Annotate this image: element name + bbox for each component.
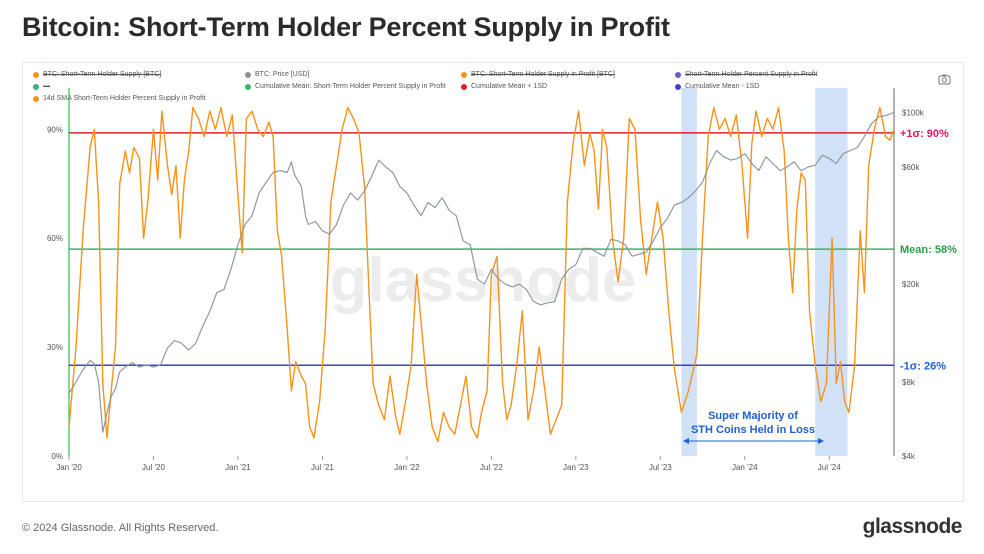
y-right-tick-label: $4k — [902, 452, 916, 461]
annotation-arrowhead-right — [818, 438, 824, 444]
legend-item[interactable]: BTC: Price [USD] — [245, 71, 309, 78]
chart-svg: glassnode 0% 30% 60% 90% $4k $8k $20k $60k $100k J… — [47, 88, 957, 472]
legend-label: Short-Term Holder Percent Supply in Prof… — [685, 71, 818, 78]
legend-swatch — [461, 83, 467, 90]
x-tick-label: Jan '24 — [732, 463, 758, 472]
x-tick-label: Jul '21 — [311, 463, 334, 472]
legend-label: Cumulative Mean + 1SD — [471, 83, 548, 90]
legend-swatch — [461, 71, 467, 78]
x-tick-label: Jan '20 — [56, 463, 82, 472]
x-tick-label: Jul '24 — [818, 463, 841, 472]
y-right-tick-label: $20k — [902, 280, 920, 289]
legend-label: 14d SMA Short-Term Holder Percent Supply… — [43, 95, 206, 102]
x-tick-label: Jan '23 — [563, 463, 589, 472]
legend-label: Cumulative Mean: Short-Term Holder Perce… — [255, 83, 446, 90]
y-right-tick-label: $8k — [902, 378, 916, 387]
series-line — [68, 111, 895, 433]
legend-item[interactable]: Short-Term Holder Percent Supply in Prof… — [675, 71, 817, 78]
page-title: Bitcoin: Short-Term Holder Percent Suppl… — [22, 12, 670, 42]
reference-label: +1σ: 90% — [900, 128, 949, 140]
camera-icon[interactable] — [938, 73, 951, 86]
legend-swatch — [33, 83, 39, 90]
brand-logo: glassnode — [862, 515, 963, 538]
x-tick-label: Jan '21 — [225, 463, 251, 472]
legend-swatch — [33, 71, 39, 78]
highlight-region — [681, 88, 697, 456]
y-left-tick-label: 0% — [51, 452, 63, 461]
reference-label: -1σ: 26% — [900, 360, 946, 372]
legend-item[interactable]: --- — [33, 83, 50, 90]
chart-panel: BTC: Short-Term Holder Supply [BTC] BTC: … — [22, 62, 964, 502]
x-tick-label: Jul '20 — [142, 463, 165, 472]
watermark: glassnode — [330, 246, 637, 315]
legend-swatch — [675, 83, 681, 90]
legend-item[interactable]: Cumulative Mean + 1SD — [461, 83, 547, 90]
legend-label: BTC: Price [USD] — [255, 71, 310, 78]
y-left-tick-label: 30% — [47, 343, 63, 352]
legend-swatch — [245, 71, 251, 78]
legend-item[interactable]: BTC: Short-Term Holder Supply in Profit … — [461, 71, 615, 78]
legend-item[interactable]: Cumulative Mean: Short-Term Holder Perce… — [245, 83, 446, 90]
reference-label: Mean: 58% — [900, 244, 957, 256]
annotation-line1: Super Majority of — [708, 410, 798, 422]
x-tick-label: Jul '22 — [480, 463, 503, 472]
legend-swatch — [245, 83, 251, 90]
x-tick-label: Jan '22 — [394, 463, 420, 472]
copyright-text: © 2024 Glassnode. All Rights Reserved. — [22, 522, 219, 534]
annotation-arrowhead-left — [683, 438, 689, 444]
legend-label: BTC: Short-Term Holder Supply [BTC] — [43, 71, 162, 78]
x-tick-label: Jul '23 — [649, 463, 672, 472]
legend-label: BTC: Short-Term Holder Supply in Profit … — [471, 71, 615, 78]
legend-swatch — [675, 71, 681, 78]
legend-item[interactable]: Cumulative Mean - 1SD — [675, 83, 759, 90]
legend-item[interactable]: 14d SMA Short-Term Holder Percent Supply… — [33, 95, 206, 102]
annotation-line2: STH Coins Held in Loss — [691, 424, 815, 436]
y-right-tick-label: $60k — [902, 163, 920, 172]
y-right-tick-label: $100k — [902, 108, 925, 117]
legend-swatch — [33, 95, 39, 102]
series-line — [68, 106, 895, 443]
y-left-tick-label: 60% — [47, 234, 63, 243]
legend-item[interactable]: BTC: Short-Term Holder Supply [BTC] — [33, 71, 161, 78]
y-left-tick-label: 90% — [47, 125, 63, 134]
legend-label: Cumulative Mean - 1SD — [685, 83, 760, 90]
legend-label: --- — [43, 83, 50, 90]
